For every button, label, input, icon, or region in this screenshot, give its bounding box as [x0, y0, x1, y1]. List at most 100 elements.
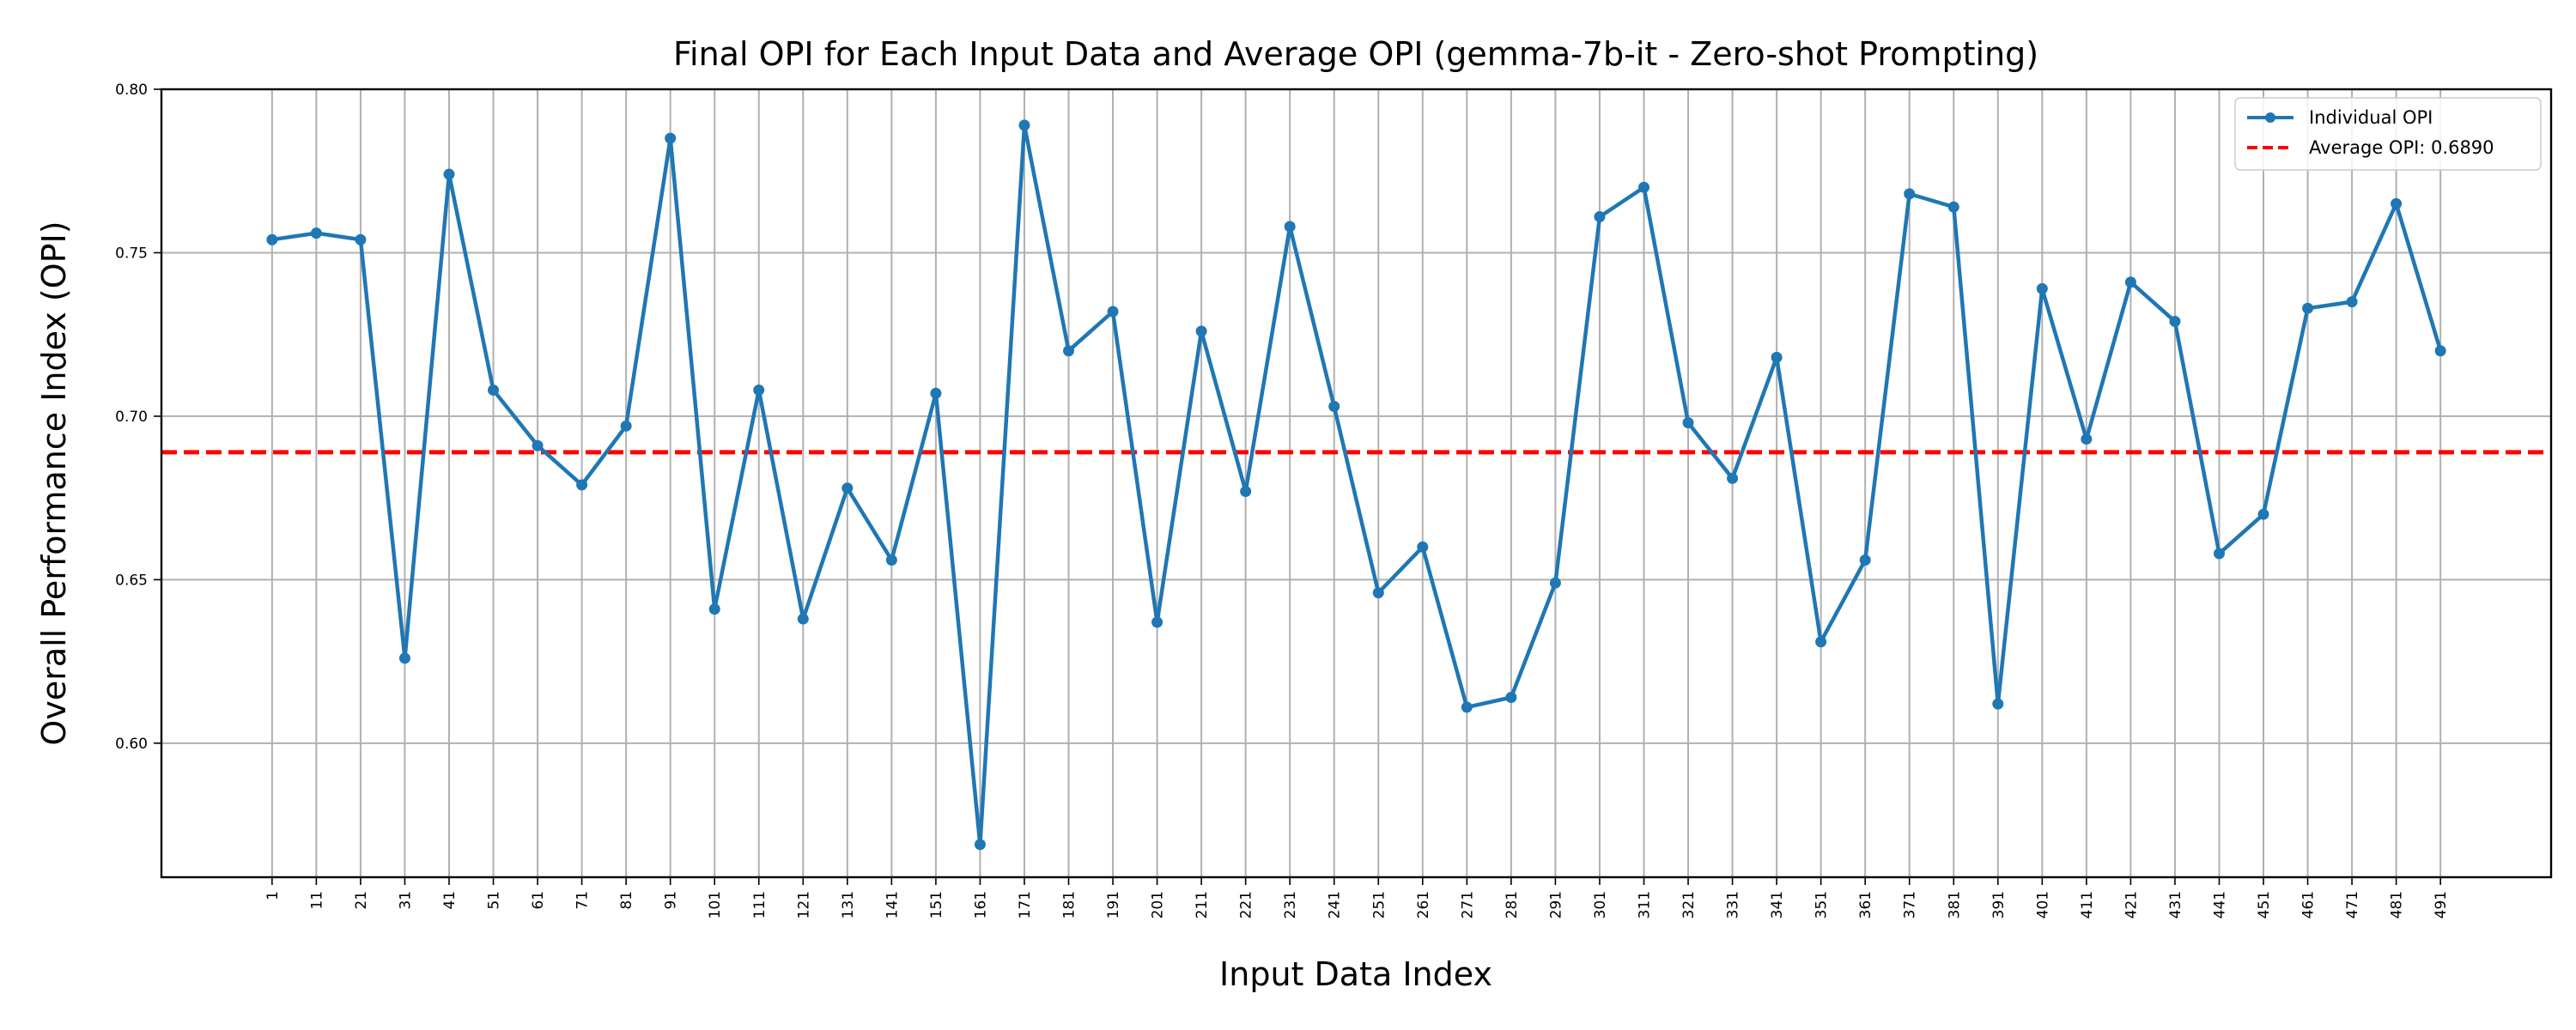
data-point: [797, 613, 809, 625]
data-point: [1240, 486, 1252, 498]
x-axis: 1 11 21 31 41 51 61 71 81 91 101 111 121 131 141 151 161…: [264, 877, 2450, 918]
x-tick-label: 111: [751, 891, 769, 918]
x-tick-label: 321: [1680, 891, 1698, 918]
data-point: [708, 603, 720, 615]
data-point: [930, 387, 942, 399]
x-tick-label: 431: [2167, 891, 2184, 918]
x-tick-label: 161: [972, 891, 989, 918]
data-point: [2434, 345, 2446, 357]
data-point: [576, 479, 588, 491]
x-tick-label: 191: [1105, 891, 1122, 918]
x-tick-label: 61: [530, 891, 547, 910]
x-tick-label: 121: [795, 891, 812, 918]
data-point: [2169, 315, 2181, 327]
legend-box: [2234, 97, 2542, 171]
y-tick-label: 0.75: [115, 245, 148, 262]
x-tick-label: 171: [1017, 891, 1034, 918]
data-point: [2081, 433, 2093, 445]
data-point: [2391, 197, 2403, 209]
x-tick-label: 371: [1902, 891, 1919, 918]
data-point: [1594, 211, 1606, 223]
x-tick-label: 201: [1150, 891, 1167, 918]
x-tick-label: 81: [618, 891, 635, 910]
data-point: [266, 233, 278, 245]
legend-average-label: Average OPI: 0.6890: [2309, 137, 2494, 158]
data-point: [2346, 296, 2358, 308]
x-tick-label: 71: [574, 891, 592, 910]
y-tick-label: 0.80: [115, 82, 148, 99]
x-tick-label: 421: [2123, 891, 2140, 918]
data-point: [2302, 302, 2314, 314]
x-tick-label: 481: [2389, 891, 2406, 918]
x-tick-label: 131: [840, 891, 857, 918]
legend: Individual OPI Average OPI: 0.6890: [2234, 97, 2542, 171]
data-point: [1859, 554, 1871, 566]
data-point: [1904, 188, 1916, 200]
data-point: [841, 482, 854, 494]
x-axis-title: Input Data Index: [1219, 955, 1492, 993]
legend-series-marker: [2265, 112, 2275, 123]
data-point: [398, 652, 410, 664]
data-point: [1771, 351, 1783, 363]
data-point: [1992, 698, 2004, 710]
series-layer: [266, 119, 2446, 851]
data-point: [1195, 325, 1207, 337]
data-point: [974, 839, 986, 851]
x-tick-label: 231: [1282, 891, 1299, 918]
x-tick-label: 451: [2256, 891, 2273, 918]
x-tick-label: 21: [353, 891, 370, 910]
data-point: [1815, 636, 1827, 648]
y-axis-title: Overall Performance Index (OPI): [35, 221, 73, 745]
data-point: [2124, 276, 2136, 288]
series-line-individual-opi: [271, 123, 2443, 847]
x-tick-label: 331: [1725, 891, 1742, 918]
x-tick-label: 221: [1238, 891, 1255, 918]
x-tick-label: 281: [1504, 891, 1521, 918]
x-tick-label: 311: [1636, 891, 1653, 918]
x-tick-label: 91: [663, 891, 680, 910]
x-tick-label: 31: [397, 891, 414, 910]
chart-title: Final OPI for Each Input Data and Averag…: [673, 35, 2038, 73]
x-tick-label: 341: [1769, 891, 1786, 918]
x-tick-label: 271: [1459, 891, 1476, 918]
x-tick-label: 251: [1370, 891, 1388, 918]
x-tick-label: 261: [1415, 891, 1432, 918]
grid: [161, 88, 2551, 877]
x-tick-label: 301: [1592, 891, 1609, 918]
data-point: [1063, 345, 1075, 357]
data-point: [2213, 548, 2225, 560]
data-point: [1417, 541, 1429, 553]
data-point: [1284, 221, 1296, 233]
x-tick-label: 51: [486, 891, 503, 910]
data-point: [885, 554, 897, 566]
data-point: [1107, 306, 1119, 318]
x-tick-label: 241: [1327, 891, 1344, 918]
data-point: [753, 384, 765, 396]
x-tick-label: 351: [1814, 891, 1831, 918]
x-tick-label: 151: [928, 891, 945, 918]
data-point: [1372, 587, 1384, 599]
data-point: [488, 384, 500, 396]
x-tick-label: 211: [1194, 891, 1211, 918]
x-tick-label: 1: [264, 891, 282, 900]
x-tick-label: 141: [884, 891, 901, 918]
data-point: [310, 227, 322, 239]
x-tick-label: 411: [2079, 891, 2096, 918]
x-tick-label: 391: [1990, 891, 2008, 918]
data-point: [1549, 577, 1561, 589]
data-point: [665, 132, 677, 144]
x-tick-label: 11: [308, 891, 325, 910]
x-tick-label: 41: [441, 891, 459, 910]
x-tick-label: 401: [2034, 891, 2051, 918]
x-tick-label: 441: [2211, 891, 2228, 918]
y-tick-label: 0.70: [115, 409, 148, 426]
x-tick-label: 491: [2433, 891, 2450, 918]
data-point: [1727, 472, 1739, 484]
data-point: [1151, 616, 1163, 628]
x-tick-label: 291: [1547, 891, 1564, 918]
data-point: [1682, 417, 1694, 429]
data-point: [2036, 282, 2048, 294]
